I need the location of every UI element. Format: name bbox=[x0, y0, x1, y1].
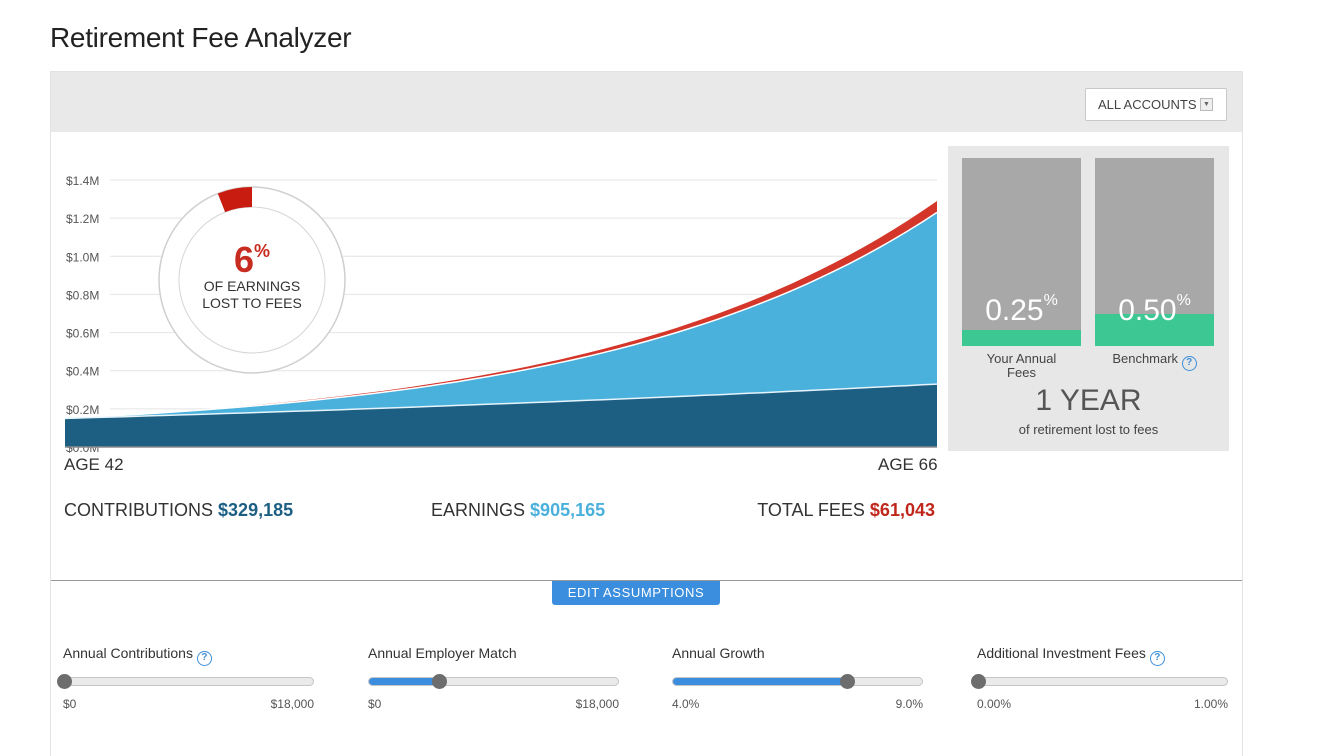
benchmark-bar: 0.50% bbox=[1095, 158, 1214, 346]
slider-label: Annual Growth bbox=[672, 645, 923, 665]
slider-label: Annual Employer Match bbox=[368, 645, 619, 665]
your-fees-caption-line2: Fees bbox=[1007, 365, 1036, 380]
slider-track[interactable] bbox=[672, 674, 923, 689]
your-fees-bar-fill bbox=[962, 330, 1081, 346]
total-fees-value: $61,043 bbox=[869, 500, 935, 520]
chart-y-ticks: $1.4M$1.2M$1.0M$0.8M$0.6M$0.4M$0.2M$0.0M bbox=[66, 174, 99, 455]
slider-thumb[interactable] bbox=[57, 674, 72, 689]
benchmark-unit: % bbox=[1176, 292, 1191, 309]
benchmark-percent: 0.50% bbox=[1095, 292, 1214, 328]
earnings-value: $905,165 bbox=[530, 500, 606, 520]
y-tick-label: $1.4M bbox=[66, 174, 99, 188]
total-fees-label: TOTAL FEES bbox=[757, 500, 865, 520]
slider-annual-growth: Annual Growth 4.0% 9.0% bbox=[672, 645, 923, 711]
account-select-label: ALL ACCOUNTS bbox=[1098, 97, 1197, 112]
slider-thumb[interactable] bbox=[971, 674, 986, 689]
y-tick-label: $0.8M bbox=[66, 288, 99, 302]
slider-track[interactable] bbox=[368, 674, 619, 689]
summary-contributions: CONTRIBUTIONS $329,185 bbox=[64, 500, 293, 521]
your-fees-unit: % bbox=[1043, 292, 1058, 309]
slider-min: 4.0% bbox=[672, 697, 700, 711]
donut-percent: 6 bbox=[234, 239, 254, 280]
donut-percent-symbol: % bbox=[254, 241, 270, 261]
your-fees-caption: Your Annual Fees bbox=[962, 352, 1081, 380]
slider-max: $18,000 bbox=[575, 697, 619, 711]
earnings-area bbox=[65, 212, 937, 447]
your-fees-value: 0.25 bbox=[985, 294, 1044, 327]
summary-total-fees: TOTAL FEES $61,043 bbox=[757, 500, 935, 521]
benchmark-value: 0.50 bbox=[1118, 294, 1177, 327]
fees-donut: 6% OF EARNINGS LOST TO FEES bbox=[158, 186, 346, 374]
contributions-label: CONTRIBUTIONS bbox=[64, 500, 214, 520]
years-lost-caption: of retirement lost to fees bbox=[1018, 422, 1159, 437]
benchmark-bar-fill bbox=[1095, 314, 1214, 346]
y-tick-label: $1.0M bbox=[66, 250, 99, 264]
slider-max: $18,000 bbox=[270, 697, 314, 711]
y-tick-label: $0.2M bbox=[66, 403, 99, 417]
donut-line1: OF EARNINGS bbox=[204, 278, 300, 294]
slider-max: 9.0% bbox=[895, 697, 923, 711]
slider-label-text: Annual Employer Match bbox=[368, 645, 517, 661]
slider-label: Annual Contributions ? bbox=[63, 645, 314, 666]
help-icon[interactable]: ? bbox=[196, 651, 212, 666]
slider-track[interactable] bbox=[57, 674, 314, 689]
account-select[interactable]: ALL ACCOUNTS ▼ bbox=[1085, 88, 1227, 121]
slider-thumb[interactable] bbox=[840, 674, 856, 689]
contributions-line bbox=[64, 383, 938, 420]
earnings-label: EARNINGS bbox=[431, 500, 526, 520]
slider-label-text: Annual Growth bbox=[672, 645, 765, 661]
analyzer-panel: ALL ACCOUNTS ▼ $1.4M $1.2M $1.0M $0.8M $0.6M… bbox=[50, 71, 1243, 756]
slider-label-text: Annual Contributions bbox=[63, 645, 193, 661]
page-title: Retirement Fee Analyzer bbox=[50, 22, 352, 53]
retirement-chart: $1.4M$1.2M$1.0M$0.8M$0.6M$0.4M$0.2M$0.0M… bbox=[64, 174, 938, 455]
donut-line2: LOST TO FEES bbox=[202, 295, 302, 311]
years-lost: 1 YEAR bbox=[1035, 384, 1142, 417]
summary-earnings: EARNINGS $905,165 bbox=[431, 500, 605, 521]
slider-track[interactable] bbox=[971, 674, 1228, 689]
slider-label: Additional Investment Fees ? bbox=[977, 645, 1228, 666]
fee-comparison-card: 0.25% 0.50% Your Annual Fees Benchmark ?… bbox=[948, 146, 1229, 451]
x-start-label: AGE 42 bbox=[64, 455, 124, 474]
slider-fill bbox=[369, 678, 439, 685]
slider-fill bbox=[673, 678, 848, 685]
contributions-value: $329,185 bbox=[218, 500, 294, 520]
benchmark-caption: Benchmark ? bbox=[1095, 352, 1214, 371]
earnings-line bbox=[64, 211, 938, 420]
your-fees-bar: 0.25% bbox=[962, 158, 1081, 346]
slider-min: $0 bbox=[63, 697, 77, 711]
slider-employer-match: Annual Employer Match $0 $18,000 bbox=[368, 645, 619, 711]
divider bbox=[51, 580, 1242, 581]
y-tick-label: $0.6M bbox=[66, 327, 99, 341]
slider-additional-fees: Additional Investment Fees ? 0.00% 1.00% bbox=[971, 645, 1228, 711]
chevron-down-icon: ▼ bbox=[1200, 98, 1213, 111]
contributions-area bbox=[65, 384, 937, 447]
slider-min: 0.00% bbox=[977, 697, 1012, 711]
panel-header: ALL ACCOUNTS ▼ bbox=[51, 72, 1242, 132]
y-tick-label: $1.2M bbox=[66, 212, 99, 226]
donut-fee-arc bbox=[217, 187, 252, 213]
svg-text:6%: 6% bbox=[234, 239, 270, 280]
slider-label-text: Additional Investment Fees bbox=[977, 645, 1146, 661]
edit-assumptions-button[interactable]: EDIT ASSUMPTIONS bbox=[552, 581, 720, 605]
benchmark-caption-label: Benchmark bbox=[1112, 351, 1179, 366]
slider-max: 1.00% bbox=[1193, 697, 1228, 711]
y-tick-label: $0.4M bbox=[66, 365, 99, 379]
help-icon[interactable]: ? bbox=[1149, 651, 1165, 666]
slider-annual-contributions: Annual Contributions ? $0 $18,000 bbox=[57, 645, 314, 711]
slider-thumb[interactable] bbox=[431, 674, 447, 689]
x-end-label: AGE 66 bbox=[878, 455, 938, 474]
slider-min: $0 bbox=[368, 697, 382, 711]
your-fees-percent: 0.25% bbox=[962, 292, 1081, 328]
help-icon[interactable]: ? bbox=[1181, 356, 1197, 371]
your-fees-caption-line1: Your Annual bbox=[986, 351, 1057, 366]
